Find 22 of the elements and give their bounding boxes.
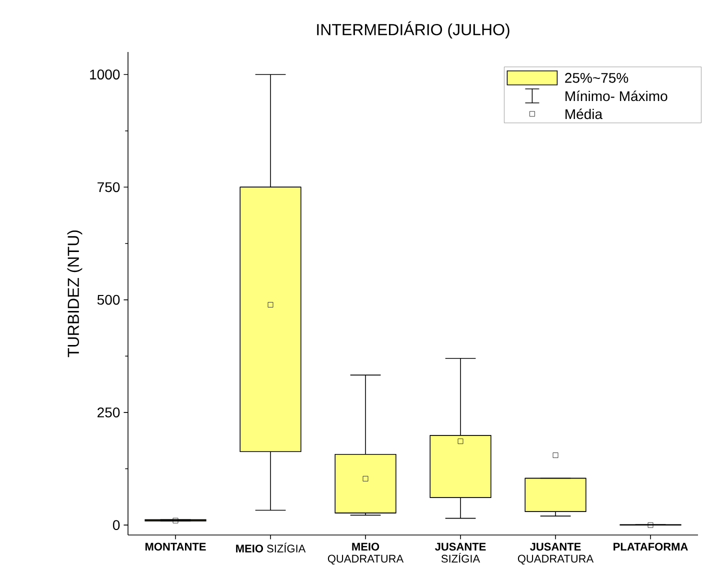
x-tick-label: MONTANTE <box>145 542 206 551</box>
x-tick-label: PLATAFORMA <box>614 542 688 551</box>
x-tick-label: JUSANTE SIZÍGIA <box>435 542 486 563</box>
x-tick-label: JUSANTE QUADRATURA <box>518 542 594 565</box>
annotation: Mínimo- Máximo <box>566 90 668 102</box>
point <box>458 438 464 444</box>
chart-title: INTERMEDIÁRIO (JULHO) <box>317 21 510 38</box>
x-tick-label: MEIO QUADRATURA <box>328 542 404 565</box>
y-tick-label: 0 <box>112 520 120 530</box>
legend-label: 25%~75% <box>565 72 628 83</box>
point <box>648 522 654 528</box>
y-axis-title: TURBIDEZ (NTU) <box>67 230 82 358</box>
y-tick-label: 1000 <box>90 70 120 80</box>
x-tick-label: MEIO SIZÍGIA <box>236 542 306 552</box>
legend-label: Média <box>566 108 603 120</box>
point <box>362 476 368 482</box>
point <box>268 302 274 308</box>
y-tick-label: 250 <box>98 407 120 418</box>
y-tick-label: 500 <box>97 294 120 305</box>
y-tick-label: 750 <box>98 182 120 192</box>
point <box>172 518 178 524</box>
point <box>552 452 558 458</box>
